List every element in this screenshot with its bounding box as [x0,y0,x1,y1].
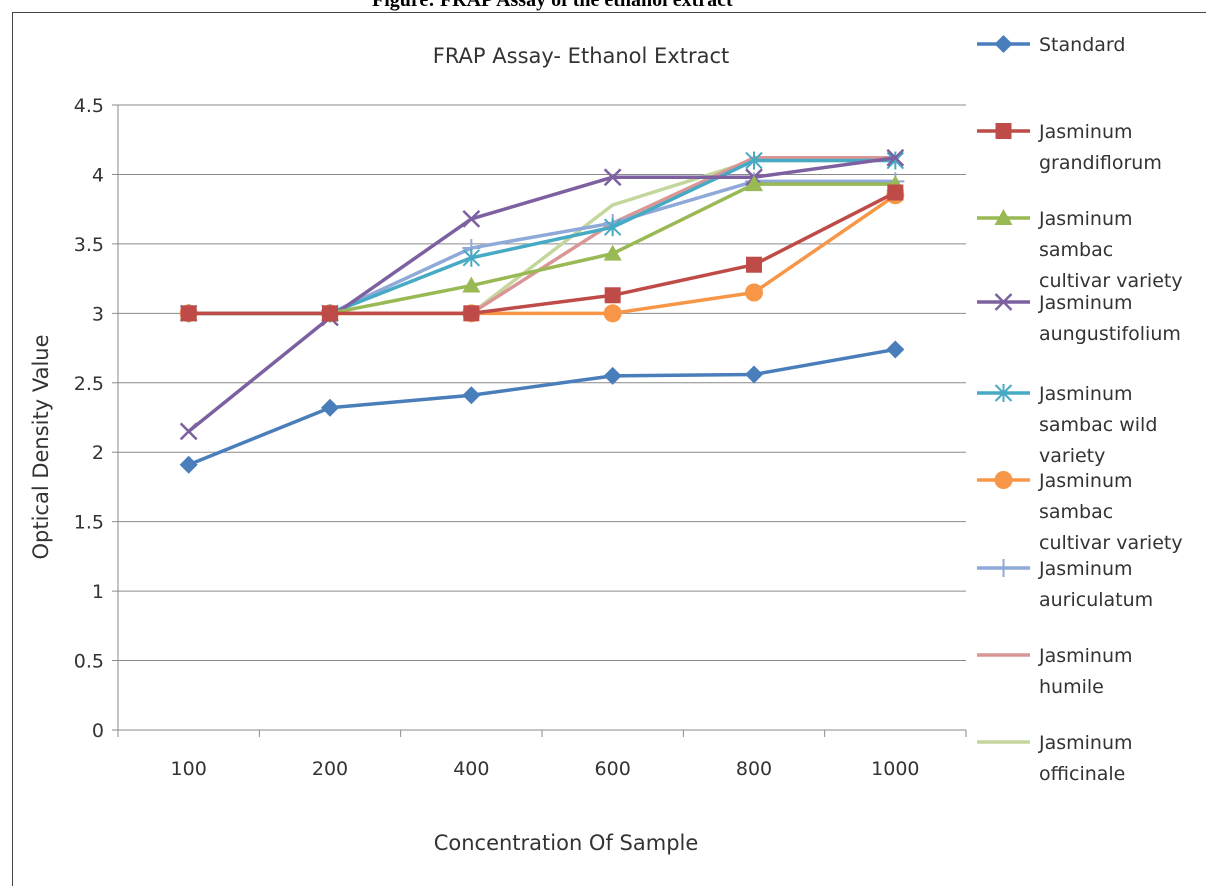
data-point [745,365,763,384]
y-tick-label: 2 [92,442,104,464]
y-tick-label: 3.5 [74,234,104,256]
legend-item: Jasminum officinale [977,732,1133,785]
x-axis-label: Concentration Of Sample [434,831,699,855]
legend-item: Standard [977,34,1125,56]
legend-label: Jasminum [1038,121,1133,143]
data-point [886,340,905,359]
data-point [604,287,621,304]
data-point [886,151,905,170]
legend-item: Jasminum aungustifolium [977,292,1181,345]
x-tick-label: 1000 [871,758,919,780]
data-point [179,422,198,441]
legend-item: Jasminum sambac cultivar variety [977,470,1183,554]
y-tick-label: 1.5 [74,512,104,534]
data-point [603,366,622,385]
legend: Standard Jasminum grandiflorum Jasminum samb… [977,34,1183,785]
legend-swatch-marker [995,123,1012,139]
data-point [887,184,904,201]
legend-swatch-marker [994,293,1013,311]
x-tick-label: 600 [595,758,631,780]
legend-swatch-marker [994,384,1013,402]
data-point [745,175,763,192]
legend-swatch-marker [994,35,1013,53]
y-tick-label: 2.5 [74,373,104,395]
legend-swatch-marker [994,209,1013,225]
legend-label: Jasminum [1038,732,1133,754]
y-tick-label: 1 [92,581,104,603]
x-tick-label: 200 [312,758,348,780]
legend-label: sambac [1039,239,1113,261]
data-point [462,276,481,293]
series-line [188,193,897,316]
data-point [463,305,480,322]
chart-frame [12,12,1206,886]
legend-swatch-marker [994,559,1013,577]
data-point [462,248,481,267]
legend-item: Jasminum auriculatum [977,558,1153,611]
legend-label: cultivar variety [1039,532,1183,554]
series-line [188,182,896,316]
data-point [603,244,622,261]
data-point [462,386,481,405]
legend-swatch-marker [994,471,1013,489]
data-point [746,256,762,273]
legend-item: Jasminum humile [977,645,1133,698]
series-5 [179,186,905,323]
legend-item: Jasminum sambac wild variety [977,383,1157,467]
data-point [321,398,339,417]
legend-item: Jasminum sambac cultivar variety [977,208,1183,292]
series-0 [179,340,905,474]
data-point [322,305,338,322]
legend-label: sambac [1039,501,1113,523]
data-point [745,283,763,302]
data-point [179,455,198,474]
data-point [462,210,481,228]
y-tick-label: 4.5 [74,95,104,117]
legend-label: Jasminum [1038,383,1133,405]
y-tick-label: 3 [92,303,104,325]
legend-label: Jasminum [1038,208,1133,230]
legend-label: aungustifolium [1039,323,1181,345]
data-point [603,304,622,323]
series-6 [179,172,905,323]
data-point [603,168,622,187]
series-line [187,156,896,433]
legend-label: sambac wild [1039,414,1157,436]
x-tick-label: 800 [736,758,772,780]
x-tick-label: 400 [453,758,489,780]
legend-label: Jasminum [1038,470,1133,492]
legend-label: grandiflorum [1039,152,1162,174]
legend-label: humile [1039,676,1104,698]
data-point [603,218,622,237]
y-tick-label: 4 [92,164,104,186]
data-point [180,305,197,322]
x-tick-label: 100 [171,758,207,780]
legend-label: Jasminum [1038,292,1133,314]
legend-label: Jasminum [1038,558,1133,580]
series-lines [179,148,905,474]
y-tick-label: 0.5 [74,651,104,673]
data-point [886,148,905,167]
legend-label: Jasminum [1038,645,1133,667]
series-line [188,190,897,316]
legend-label: officinale [1039,763,1125,785]
legend-label: cultivar variety [1039,270,1183,292]
y-axis-label: Optical Density Value [29,334,53,559]
legend-label: auriculatum [1039,589,1153,611]
data-point [745,151,763,170]
series-3 [179,148,905,441]
y-tick-label: 0 [92,720,104,742]
figure-caption-clipped: Figure: FRAP Assay of the ethanol extrac… [0,0,1209,14]
series-line [188,347,896,467]
series-1 [180,184,904,322]
axes: 0 0.5 1 1.5 2 2.5 3 3.5 4 4.5 100 200 400 600 800 1000 [74,95,967,780]
legend-item: Jasminum grandiflorum [977,121,1162,174]
figure-caption: Figure: FRAP Assay of the ethanol extrac… [372,0,733,11]
legend-label: variety [1039,445,1105,467]
legend-label: Standard [1039,34,1125,56]
chart-title: FRAP Assay- Ethanol Extract [433,44,730,68]
grid-lines [118,104,966,662]
